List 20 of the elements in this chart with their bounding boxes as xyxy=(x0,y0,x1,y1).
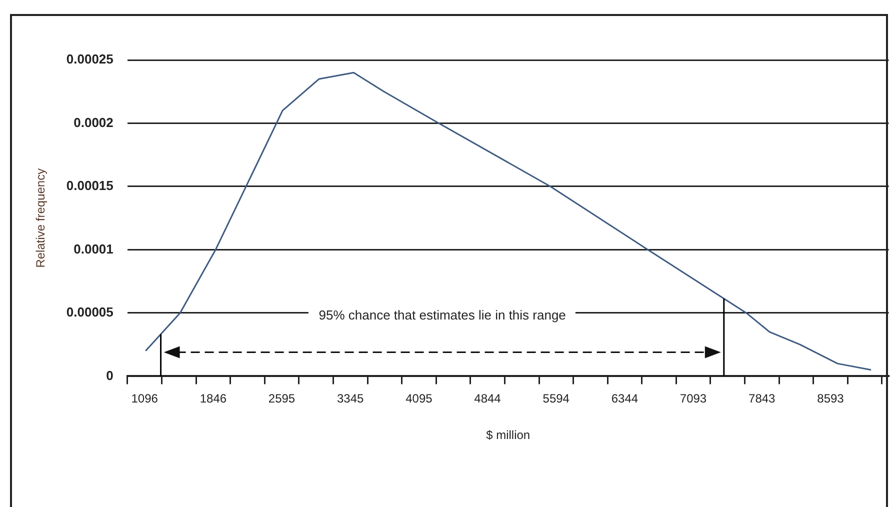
x-tick-label: 2595 xyxy=(268,392,296,406)
y-tick-label: 0.00005 xyxy=(66,304,114,320)
x-tick-label: 1846 xyxy=(200,392,227,406)
x-tick-label: 7843 xyxy=(748,392,776,406)
x-tick-label: 8593 xyxy=(817,392,844,406)
x-tick-label: 7093 xyxy=(680,392,707,406)
x-tick-label: 6344 xyxy=(611,392,638,406)
y-tick-label: 0.0002 xyxy=(74,114,114,130)
annotation: 95% chance that estimates lie in this range xyxy=(308,308,576,323)
y-axis-title: Relative frequency xyxy=(34,168,48,268)
y-tick-label: 0.0001 xyxy=(74,241,114,256)
x-tick-label: 1096 xyxy=(131,392,158,406)
x-tick-label: 5594 xyxy=(542,392,570,406)
x-axis-title: $ million xyxy=(486,428,530,442)
y-tick-label: 0.00025 xyxy=(66,52,114,67)
y-tick-label: 0.00015 xyxy=(66,178,114,194)
x-tick-label: 3345 xyxy=(337,392,364,406)
x-tick-label: 4844 xyxy=(474,392,502,406)
y-tick-label: 0 xyxy=(106,368,114,383)
x-tick-label: 4095 xyxy=(406,392,433,406)
